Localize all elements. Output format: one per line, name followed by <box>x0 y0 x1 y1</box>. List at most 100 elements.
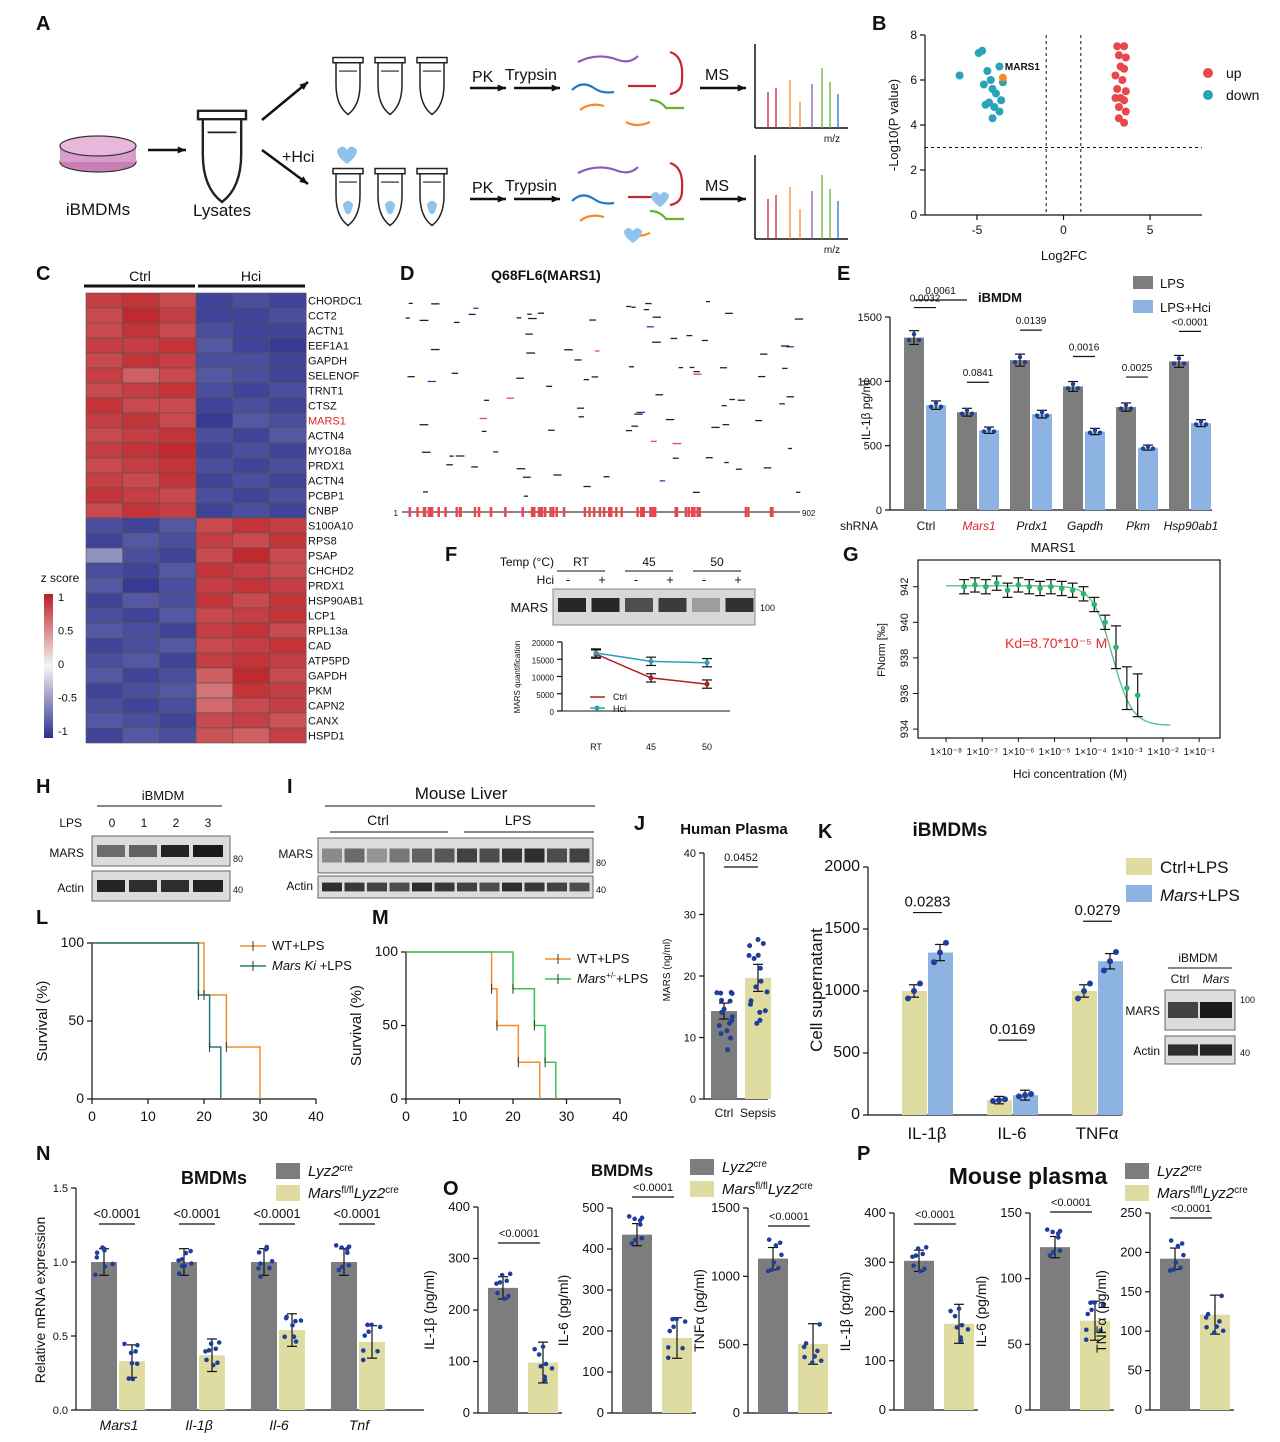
heatmap-cell <box>269 697 307 714</box>
y-tick-label: 20 <box>684 971 696 983</box>
hci-drop <box>342 200 354 215</box>
heatmap-cell <box>195 502 234 519</box>
text-span: cre <box>339 1163 353 1174</box>
p-value-label: 0.0032 <box>910 294 941 305</box>
panel-letter-h: H <box>36 776 50 798</box>
panel-letter-p: P <box>857 1143 870 1165</box>
x-axis-label: shRNA <box>840 519 878 533</box>
data-point <box>773 1243 779 1248</box>
heatmap-cell <box>232 337 270 354</box>
blot-band <box>1200 1044 1232 1056</box>
heatmap-cell <box>269 517 307 534</box>
heatmap-cell <box>85 562 124 579</box>
heatmap-cell <box>159 727 197 744</box>
heatmap-row-label: S100A10 <box>308 521 353 533</box>
heatmap-cell <box>159 592 197 609</box>
data-point <box>203 1349 208 1354</box>
data-point <box>1118 406 1124 411</box>
heatmap-cell <box>122 502 160 519</box>
panel-letter-c: C <box>36 263 50 285</box>
heatmap-cell <box>122 517 160 534</box>
heatmap-cell <box>232 427 270 444</box>
heatmap-cell <box>122 457 160 474</box>
data-point <box>501 1296 507 1302</box>
data-point <box>922 1266 927 1271</box>
data-point <box>667 1328 673 1334</box>
x-tick-label: 10 <box>140 1108 156 1124</box>
data-point <box>1181 361 1187 366</box>
blot-band <box>344 882 365 892</box>
y-tick-label: 1000 <box>824 982 860 999</box>
arrow-pk-hci-head <box>497 195 506 203</box>
data-point <box>360 1357 366 1363</box>
legend-marsflfl-swatch <box>690 1181 714 1197</box>
data-point <box>256 1250 262 1255</box>
data-point <box>746 952 752 958</box>
data-point <box>93 1272 98 1278</box>
data-point <box>110 1261 115 1267</box>
blot-band <box>692 598 720 612</box>
heatmap-row-label: GAPDH <box>308 356 347 368</box>
x-tick-label: 1×10⁻⁴ <box>1075 747 1107 758</box>
panel-letter-g: G <box>843 544 859 566</box>
data-point <box>1113 644 1119 651</box>
y-tick-label: 100 <box>1000 1271 1022 1286</box>
heatmap-row-label: CHCHD2 <box>308 566 354 578</box>
legend-up-label: up <box>1226 65 1242 81</box>
data-point <box>665 1355 671 1361</box>
coverage-mark <box>489 507 493 517</box>
category-label: Mars1 <box>962 519 995 533</box>
blot-band <box>625 598 653 612</box>
coverage-mark <box>770 507 773 517</box>
heatmap-cell <box>85 712 124 729</box>
survival-curve <box>92 942 261 1099</box>
data-point <box>917 1268 923 1274</box>
blot-marker-label: 40 <box>1240 1048 1250 1058</box>
blot-band <box>97 880 125 892</box>
data-point <box>263 1247 269 1252</box>
data-point <box>1092 427 1098 433</box>
data-point <box>532 1346 537 1352</box>
group-lps-label: LPS <box>505 812 531 828</box>
y-tick-label: 0 <box>390 1090 398 1106</box>
peptide-fragment <box>579 214 605 222</box>
data-point-up <box>1121 107 1130 116</box>
coverage-mark <box>747 507 750 517</box>
hci-sign: - <box>634 572 638 587</box>
data-point-down <box>955 71 964 80</box>
data-point <box>375 1348 380 1354</box>
heatmap-cell <box>232 457 270 474</box>
data-point <box>258 1274 263 1279</box>
p-value-label: 0.0061 <box>925 286 956 297</box>
p-value-label: 0.0139 <box>1016 316 1047 327</box>
data-point <box>1065 386 1071 391</box>
coverage-mark <box>583 507 587 517</box>
heatmap-cell <box>122 397 160 414</box>
temp-value-label: 45 <box>642 555 656 569</box>
heatmap-cell <box>269 562 307 579</box>
coverage-mark <box>592 507 596 517</box>
data-point-up <box>1113 85 1122 93</box>
panel-title: BMDMs <box>591 1161 653 1180</box>
coverage-mark <box>430 507 434 517</box>
data-point <box>494 1281 499 1286</box>
data-point-mars1 <box>998 73 1007 82</box>
text-span: cre <box>753 1159 767 1170</box>
data-point <box>1083 1327 1089 1333</box>
data-point <box>126 1376 132 1381</box>
data-point <box>719 997 725 1003</box>
data-point-up <box>1120 96 1129 105</box>
blot-band <box>658 598 687 612</box>
group-ctrl-label: Ctrl <box>367 812 389 828</box>
heatmap-cell <box>195 697 234 714</box>
heatmap-cell <box>85 532 124 549</box>
blot-band <box>161 845 189 857</box>
group-label-hci: Hci <box>241 268 261 284</box>
x-tick-label: 40 <box>612 1108 628 1124</box>
blot-band <box>457 848 477 863</box>
heatmap-cell <box>159 427 197 444</box>
blot-protein-label: Actin <box>57 881 84 895</box>
bar-series <box>251 1262 277 1410</box>
heatmap-cell <box>232 727 270 744</box>
data-point <box>293 1318 298 1324</box>
